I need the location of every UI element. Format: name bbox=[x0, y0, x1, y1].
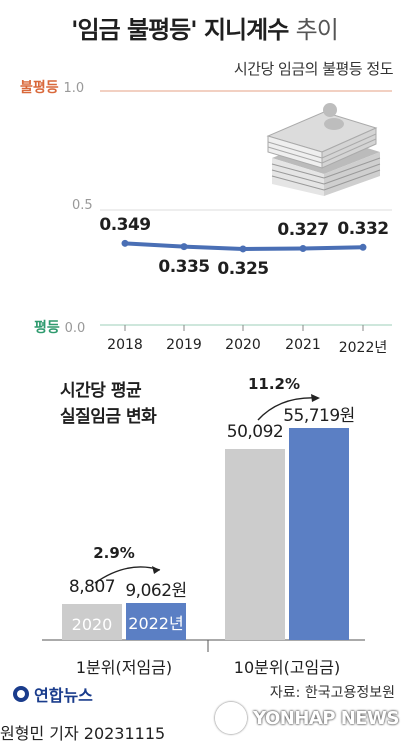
growth-arrow-low-head bbox=[152, 566, 160, 574]
bar-chart-title: 시간당 평균 실질임금 변화 bbox=[60, 378, 157, 430]
gini-value-label: 0.325 bbox=[217, 258, 269, 279]
chart-title: '임금 불평등' 지니계수 추이 bbox=[0, 10, 409, 45]
group-label: 1분위(저임금) bbox=[75, 658, 173, 677]
bar-title-line-2: 실질임금 변화 bbox=[60, 407, 157, 427]
chart-subtitle: 시간당 임금의 불평등 정도 bbox=[233, 60, 394, 78]
gini-value-label: 0.335 bbox=[158, 256, 210, 277]
title-main: '임금 불평등' 지니계수 bbox=[71, 16, 289, 44]
gini-point-2018 bbox=[121, 239, 129, 247]
bar-value-label: 55,719원 bbox=[283, 406, 355, 426]
reporter-byline: 원형민 기자 20231115 bbox=[0, 724, 166, 743]
yonhap-logo-icon bbox=[13, 686, 29, 702]
logo-text: 연합뉴스 bbox=[34, 686, 93, 705]
growth-rate-label: 2.9% bbox=[93, 544, 135, 562]
axis-mid-value: 0.5 bbox=[72, 198, 93, 213]
bar-value-label: 8,807 bbox=[68, 577, 116, 597]
watermark-ring-icon bbox=[215, 702, 248, 734]
group-label: 10분위(고임금) bbox=[233, 658, 341, 677]
x-tick-label: 2021 bbox=[285, 337, 321, 353]
bar-low-2020: 2020 bbox=[62, 604, 122, 640]
gini-point-2020 bbox=[239, 245, 247, 253]
gini-value-label: 0.327 bbox=[277, 220, 329, 241]
growth-arrow-high-head bbox=[311, 394, 320, 402]
axis-bottom-text: 평등 bbox=[34, 320, 60, 336]
axis-bottom-label: 평등 0.0 bbox=[34, 317, 85, 337]
axis-top-text: 불평등 bbox=[20, 80, 59, 96]
gini-point-2021 bbox=[299, 244, 307, 252]
growth-rate-label: 11.2% bbox=[247, 375, 301, 393]
bar-title-line-1: 시간당 평균 bbox=[60, 381, 142, 401]
axis-bottom-value: 0.0 bbox=[64, 321, 86, 336]
watermark-text: YONHAP NEWS bbox=[253, 707, 399, 729]
axis-top-value: 1.0 bbox=[63, 81, 85, 96]
gini-points bbox=[121, 239, 367, 253]
money-stack-icon bbox=[266, 103, 381, 196]
bar-year-label: 2022년 bbox=[128, 613, 184, 633]
yonhap-logo: 연합뉴스 bbox=[12, 682, 93, 706]
bar-value-label: 50,092 bbox=[226, 422, 284, 443]
growth-arrow-high bbox=[257, 397, 319, 421]
bar-low-2022년: 2022년 bbox=[126, 602, 186, 640]
bar-high-2022년 bbox=[289, 428, 349, 640]
bar-year-label: 2020 bbox=[71, 615, 113, 634]
bar-value-label: 9,062원 bbox=[125, 580, 187, 601]
x-tick-label: 2020 bbox=[225, 337, 261, 353]
source-note: 자료: 한국고용정보원 bbox=[269, 685, 395, 701]
x-tick-label: 2019 bbox=[166, 337, 202, 353]
title-suffix: 추이 bbox=[295, 16, 339, 44]
gini-point-2019 bbox=[180, 243, 188, 251]
gini-value-label: 0.332 bbox=[337, 219, 389, 240]
gini-point-2022년 bbox=[359, 243, 367, 251]
bar-high-2020 bbox=[225, 449, 285, 640]
axis-top-label: 불평등 1.0 bbox=[20, 77, 84, 97]
x-tick-marks bbox=[124, 325, 364, 331]
gini-value-label: 0.349 bbox=[99, 215, 151, 236]
yonhap-watermark: YONHAP NEWS bbox=[215, 702, 399, 734]
axis-mid-label: 0.5 bbox=[72, 197, 93, 213]
x-tick-label: 2018 bbox=[107, 337, 143, 353]
x-tick-label: 2022년 bbox=[338, 340, 388, 356]
